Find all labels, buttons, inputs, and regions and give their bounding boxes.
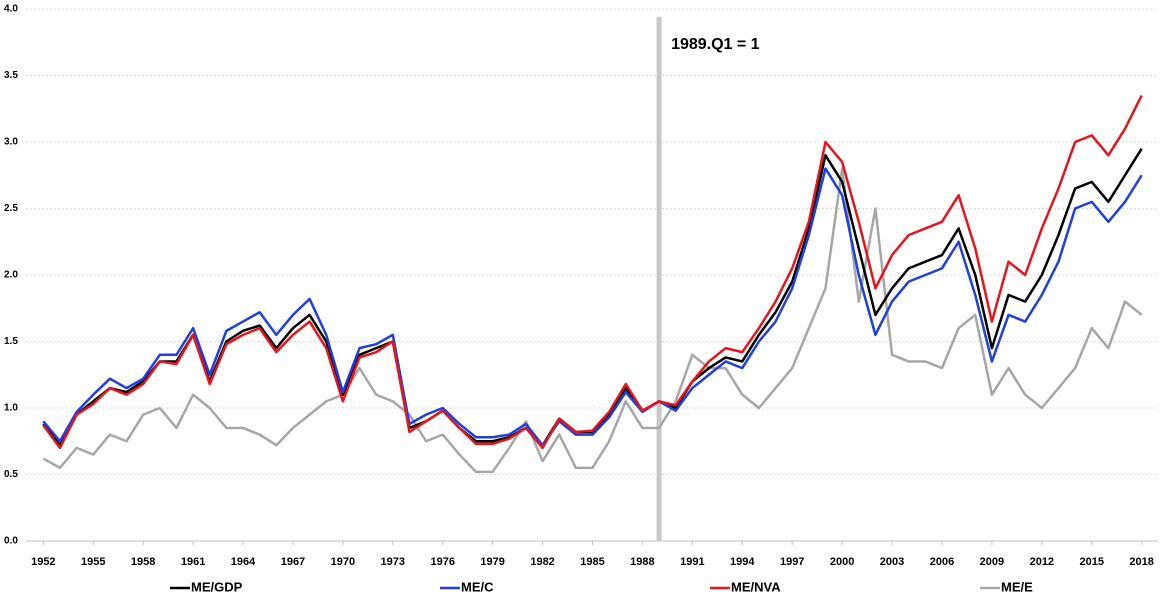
legend-label: ME/E [1001,579,1033,594]
y-tick-label: 2.0 [4,270,18,281]
series-line [42,147,1143,447]
x-tick-label: 1961 [181,556,205,568]
y-tick-label: 4.0 [4,4,18,15]
x-tick-label: 1973 [381,556,405,568]
x-tick-label: 1955 [81,556,105,568]
x-tick-label: 1970 [331,556,355,568]
x-tick-label: 2018 [1129,556,1153,568]
y-tick-label: 0.5 [4,469,18,480]
y-tick-label: 2.5 [4,203,18,214]
x-tick-label: 1985 [580,556,604,568]
x-tick-label: 1994 [730,556,755,568]
x-tick-label: 2006 [930,556,954,568]
annotation-text: 1989.Q1 = 1 [671,36,760,53]
x-tick-label: 1958 [131,556,155,568]
x-tick-label: 1979 [480,556,504,568]
x-tick-label: 1988 [630,556,654,568]
x-tick-label: 1997 [780,556,804,568]
x-tick-label: 1982 [530,556,554,568]
series-line [42,94,1143,450]
y-tick-label: 3.5 [4,70,18,81]
x-tick-label: 2003 [880,556,904,568]
legend-label: ME/C [461,579,494,594]
y-tick-label: 3.0 [4,137,18,148]
x-tick-label: 1964 [231,556,256,568]
y-tick-label: 1.0 [4,403,18,414]
x-tick-label: 1976 [430,556,454,568]
legend-label: ME/GDP [191,579,243,594]
x-tick-label: 1967 [281,556,305,568]
x-tick-label: 2009 [980,556,1004,568]
x-tick-label: 1952 [31,556,55,568]
y-tick-label: 0.0 [4,536,18,547]
x-tick-label: 2000 [830,556,854,568]
legend-label: ME/NVA [731,579,781,594]
y-tick-label: 1.5 [4,336,18,347]
x-tick-label: 2012 [1030,556,1054,568]
x-tick-label: 2015 [1080,556,1104,568]
series-line [42,167,1143,474]
series-line [42,167,1143,447]
x-tick-label: 1991 [680,556,704,568]
